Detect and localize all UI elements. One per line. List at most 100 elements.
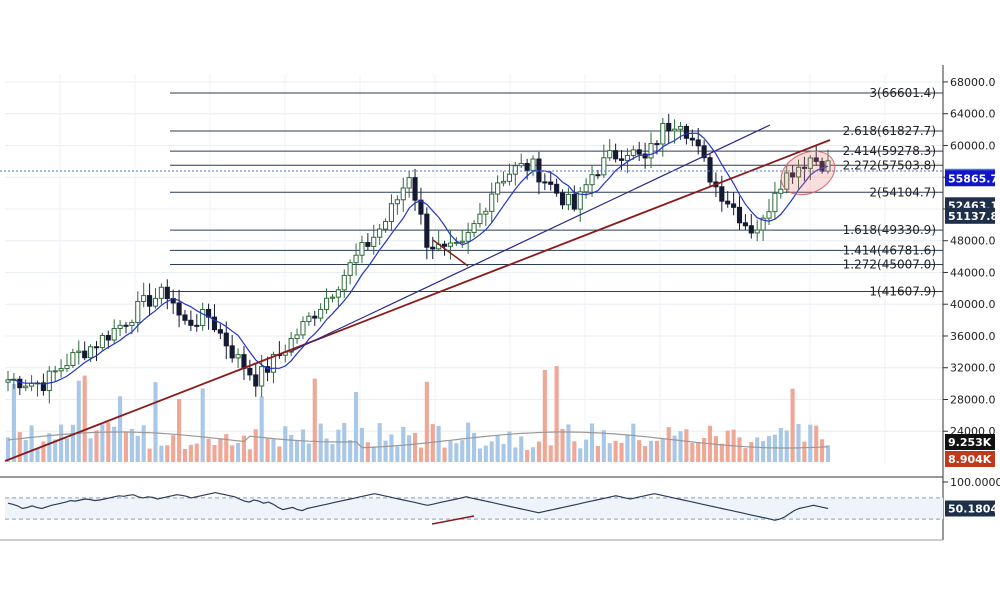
candle-body bbox=[341, 274, 347, 291]
volume-bar bbox=[53, 439, 58, 462]
candle-body bbox=[748, 225, 754, 234]
volume-bar bbox=[625, 435, 630, 462]
volume-bar bbox=[672, 435, 677, 462]
candle-body bbox=[506, 173, 513, 182]
volume-bar bbox=[719, 443, 724, 462]
candle-body bbox=[388, 203, 395, 222]
volume-bar bbox=[289, 434, 294, 462]
volume-bar bbox=[790, 388, 795, 462]
candle-body bbox=[459, 240, 465, 243]
candle-body bbox=[424, 213, 430, 248]
fib-label: 2.618(61827.7) bbox=[843, 124, 936, 138]
volume-bar bbox=[5, 437, 11, 462]
rsi-trendline bbox=[431, 515, 475, 525]
volume-bar bbox=[359, 427, 365, 462]
volume-bar bbox=[418, 447, 424, 462]
fib-label: 1.272(45007.0) bbox=[843, 257, 936, 271]
volume-bar bbox=[702, 437, 707, 462]
overlays bbox=[0, 124, 943, 462]
volume-bar bbox=[324, 438, 329, 462]
candle-body bbox=[359, 242, 365, 256]
trendline-short bbox=[289, 124, 771, 353]
candle-body bbox=[88, 346, 94, 359]
candle-body bbox=[294, 334, 300, 340]
candle-body bbox=[70, 352, 76, 366]
grid bbox=[5, 74, 943, 463]
candle-body bbox=[654, 143, 660, 146]
candle-body bbox=[636, 149, 642, 155]
moving-average-line bbox=[7, 132, 829, 385]
candle-body bbox=[471, 223, 477, 233]
candle-body bbox=[601, 157, 607, 176]
candle-body bbox=[731, 203, 737, 208]
price-axis: 68000.064000.060000.056000.052000.048000… bbox=[0, 65, 998, 541]
price-tag bbox=[945, 207, 995, 224]
candle-body bbox=[323, 297, 330, 310]
volume-bar bbox=[230, 445, 235, 462]
candle-body bbox=[618, 158, 625, 161]
volume-tag bbox=[945, 434, 995, 450]
candle-body bbox=[377, 228, 383, 238]
candle-body bbox=[306, 315, 312, 323]
candle-body bbox=[353, 254, 359, 264]
volume-bar bbox=[690, 442, 695, 462]
candle-body bbox=[784, 172, 790, 190]
volume-bar bbox=[295, 440, 300, 462]
volume-bar bbox=[637, 440, 642, 462]
candle-body bbox=[477, 213, 483, 225]
candle-body bbox=[412, 177, 418, 201]
volume-bar bbox=[200, 388, 205, 462]
volume-bar bbox=[389, 434, 394, 462]
candle-body bbox=[595, 174, 601, 177]
highlight-ellipse bbox=[780, 150, 836, 196]
candle-body bbox=[807, 157, 813, 169]
volume-bar bbox=[259, 396, 264, 462]
volume-bar bbox=[713, 436, 718, 462]
candle-body bbox=[577, 191, 583, 210]
candle-body bbox=[819, 160, 825, 172]
candle-body bbox=[500, 180, 507, 184]
candle-body bbox=[117, 324, 123, 329]
volume-bar bbox=[519, 436, 524, 462]
volume-bar bbox=[696, 442, 701, 462]
y-tick-label: 60000.0 bbox=[950, 139, 996, 152]
candle-body bbox=[347, 262, 353, 276]
candle-body bbox=[312, 315, 318, 319]
volume-bar bbox=[348, 440, 353, 462]
candle-body bbox=[642, 153, 648, 159]
volume-bar bbox=[106, 422, 111, 462]
rsi-line bbox=[7, 491, 829, 521]
y-tick-label: 48000.0 bbox=[950, 235, 996, 248]
volume-bar bbox=[666, 427, 671, 462]
fib-levels: 3(66601.4) 2.618(61827.7) 2.414(59278.3)2.… bbox=[170, 86, 943, 298]
candle-body bbox=[241, 354, 247, 369]
candle-body bbox=[666, 122, 672, 132]
candle-body bbox=[548, 181, 554, 185]
price-tag-label: 55865.7 bbox=[948, 172, 998, 185]
volume-bar bbox=[619, 442, 624, 462]
candle-body bbox=[754, 229, 760, 234]
volume-bar bbox=[448, 440, 453, 462]
candle-body bbox=[123, 324, 129, 327]
volume-bar bbox=[312, 378, 317, 462]
volume-bar bbox=[784, 430, 789, 462]
volume-bar bbox=[743, 448, 748, 462]
volume-bar bbox=[802, 441, 807, 462]
candle-body bbox=[188, 319, 194, 326]
volume-bar bbox=[766, 436, 772, 462]
volume-bar bbox=[371, 446, 376, 462]
volume-bar bbox=[377, 423, 382, 462]
candle-body bbox=[288, 338, 294, 353]
volume-bar bbox=[206, 438, 211, 462]
volume-bar bbox=[88, 438, 93, 462]
volume-bar bbox=[182, 449, 188, 462]
candle-body bbox=[217, 329, 223, 334]
candle-body bbox=[270, 354, 277, 373]
volume-bar bbox=[525, 449, 530, 462]
candle-body bbox=[105, 334, 111, 341]
candle-body bbox=[58, 368, 64, 372]
candle-body bbox=[660, 122, 666, 145]
volume-bar bbox=[141, 425, 146, 462]
candle-body bbox=[23, 385, 29, 389]
candle-body bbox=[129, 321, 135, 327]
